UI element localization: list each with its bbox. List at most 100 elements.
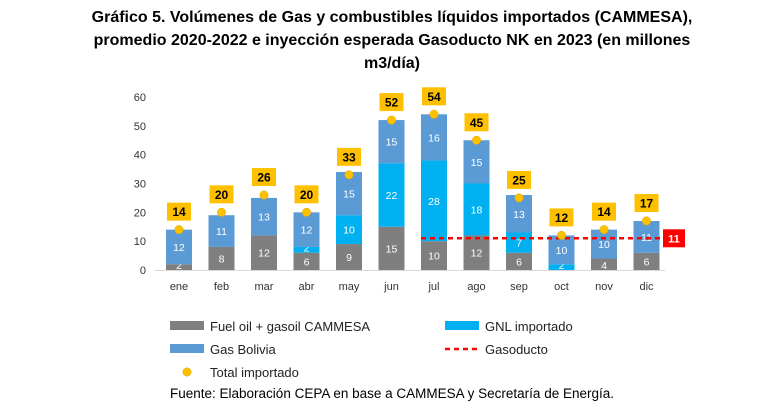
total-label-box [549, 208, 574, 227]
bar-value-label: 15 [471, 157, 483, 169]
bar-segment [463, 140, 490, 184]
x-tick-label: nov [595, 281, 613, 293]
total-label-box [634, 193, 659, 212]
bar-value-label: 6 [516, 256, 522, 268]
bar-segment [633, 252, 660, 270]
bar-value-label: 7 [516, 238, 522, 250]
total-label: 17 [640, 196, 654, 210]
total-label: 33 [342, 150, 356, 164]
bar-value-label: 2 [559, 260, 565, 272]
bar-segment [378, 226, 405, 270]
bar-value-label: 10 [556, 245, 568, 257]
bar-value-label: 11 [216, 226, 227, 238]
bar-value-label: 2 [304, 243, 310, 255]
bar-value-label: 15 [386, 243, 398, 255]
legend-swatch [182, 367, 192, 377]
chart-title: Gráfico 5. Volúmenes de Gas y combustibl… [60, 6, 724, 75]
bar-segment [378, 120, 405, 164]
x-tick-label: mar [255, 281, 274, 293]
legend-label: Fuel oil + gasoil CAMMESA [210, 319, 370, 334]
bar-value-label: 12 [301, 225, 313, 237]
total-label: 25 [512, 173, 526, 187]
bar-value-label: 28 [428, 196, 440, 208]
y-tick-label: 20 [134, 207, 146, 219]
x-tick-label: sep [510, 281, 528, 293]
y-tick-label: 40 [134, 150, 146, 162]
source-note: Fuente: Elaboración CEPA en base a CAMME… [170, 386, 614, 401]
gasoducto-label-box [663, 229, 685, 248]
bar-value-label: 6 [304, 256, 310, 268]
bar-segment [506, 252, 532, 270]
legend-swatch [445, 321, 479, 330]
total-marker [642, 216, 651, 226]
bar-segment [293, 246, 320, 253]
total-label: 45 [470, 116, 484, 130]
bar-value-label: 4 [601, 260, 607, 272]
bar-segment [463, 235, 490, 270]
bar-value-label: 15 [386, 137, 398, 149]
y-tick-label: 10 [134, 236, 146, 248]
bar-segment [591, 258, 617, 270]
total-label-box [592, 202, 616, 221]
total-label-box [337, 147, 361, 166]
bar-value-label: 10 [428, 251, 440, 263]
y-tick-label: 60 [134, 92, 146, 104]
total-label-box [209, 185, 234, 204]
total-marker [302, 207, 311, 217]
bar-segment [421, 241, 447, 270]
bar-value-label: 12 [471, 248, 483, 260]
total-marker [174, 225, 184, 235]
legend-label: Gasoducto [485, 342, 548, 357]
bar-value-label: 6 [644, 256, 650, 268]
total-label: 52 [385, 96, 399, 110]
bar-value-label: 9 [346, 252, 352, 264]
bar-segment [293, 252, 320, 270]
x-tick-label: ene [170, 281, 188, 293]
total-label-box [464, 113, 489, 132]
bar-value-label: 2 [176, 260, 182, 272]
total-label-box [252, 168, 276, 187]
bar-value-label: 18 [471, 204, 483, 216]
total-marker [429, 109, 439, 119]
legend-label: Gas Bolivia [210, 342, 277, 357]
bar-segment [293, 212, 320, 247]
total-label: 14 [597, 205, 611, 219]
total-marker [599, 225, 609, 235]
total-label: 12 [555, 211, 569, 225]
legend-label: Total importado [210, 365, 299, 380]
bar-value-label: 12 [258, 248, 270, 260]
total-label: 26 [257, 171, 271, 185]
legend-label: GNL importado [485, 319, 573, 334]
y-tick-label: 30 [134, 179, 146, 191]
total-label-box [422, 87, 446, 106]
total-marker [472, 135, 481, 145]
legend-swatch [170, 321, 204, 330]
bar-segment [166, 264, 192, 270]
bar-segment [166, 229, 192, 265]
title-line-2: promedio 2020-2022 e inyección esperada … [93, 32, 691, 49]
y-tick-label: 50 [134, 121, 146, 133]
bar-value-label: 22 [386, 190, 398, 202]
total-label: 20 [300, 188, 314, 202]
x-tick-label: jun [383, 281, 399, 293]
total-label: 20 [215, 188, 229, 202]
bar-value-label: 13 [513, 209, 525, 221]
bar-segment [378, 163, 405, 227]
bar-value-label: 15 [343, 189, 355, 201]
total-label-box [507, 170, 531, 189]
total-label: 14 [172, 205, 186, 219]
bar-segment [421, 114, 447, 161]
x-tick-label: ago [467, 281, 485, 293]
x-tick-label: dic [639, 281, 654, 293]
bar-value-label: 10 [343, 225, 355, 237]
gasoducto-label: 11 [668, 233, 680, 245]
bar-segment [548, 235, 575, 265]
bar-segment [633, 220, 660, 253]
x-tick-label: jul [427, 281, 439, 293]
bar-value-label: 12 [173, 242, 185, 254]
total-marker [514, 193, 524, 203]
total-label-box [294, 185, 319, 204]
total-label-box [167, 202, 191, 221]
legend-swatch [170, 344, 204, 353]
